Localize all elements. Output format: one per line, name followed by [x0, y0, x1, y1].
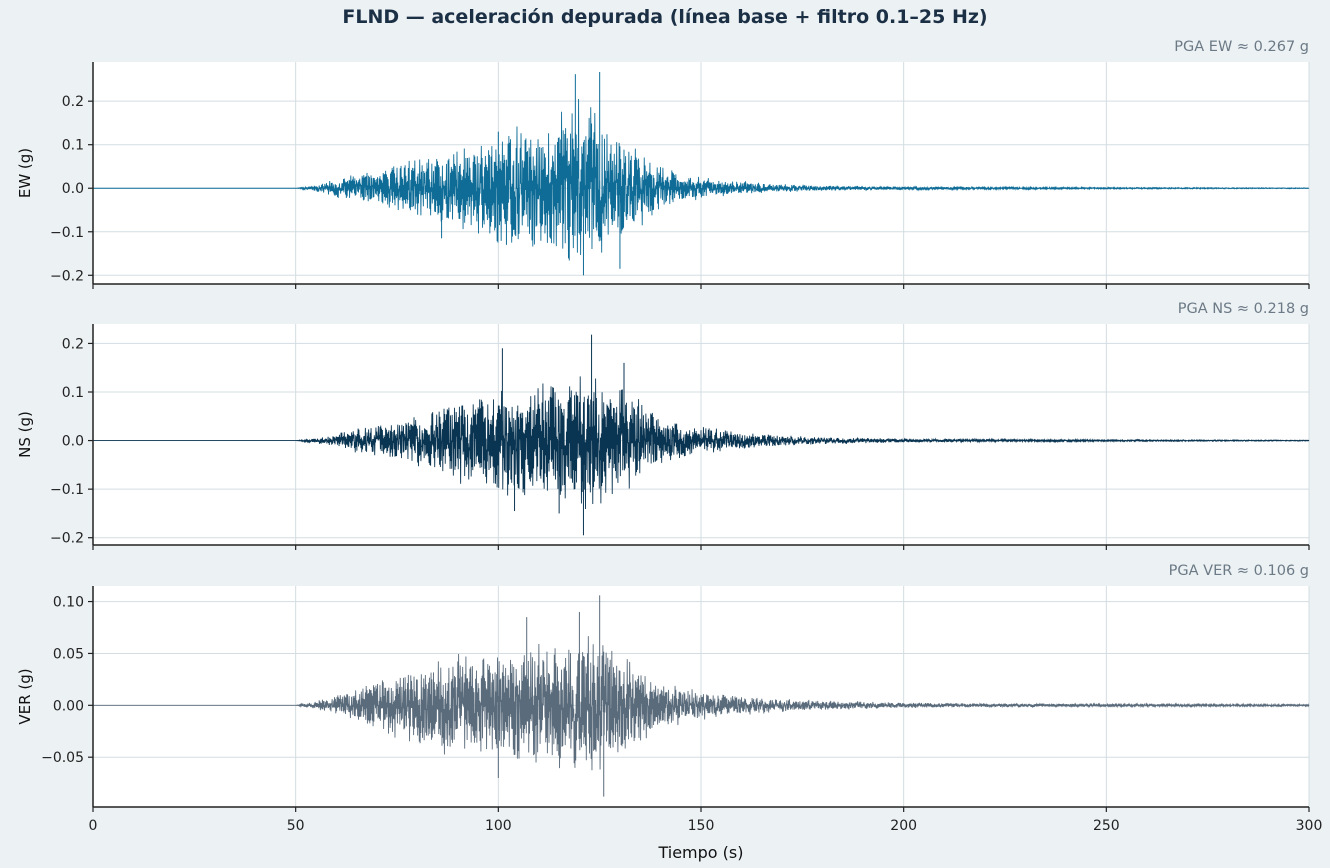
- y-tick-label: −0.1: [50, 225, 84, 241]
- x-axis-label: Tiempo (s): [657, 843, 743, 862]
- x-tick-label: 200: [890, 818, 917, 834]
- pga-annotation: PGA NS ≈ 0.218 g: [1178, 301, 1309, 317]
- y-axis-label: NS (g): [16, 411, 34, 458]
- pga-annotation: PGA EW ≈ 0.267 g: [1174, 39, 1309, 55]
- panels-container: −0.2−0.10.00.10.2EW (g)PGA EW ≈ 0.267 g−…: [16, 39, 1322, 834]
- y-tick-label: 0.0: [62, 434, 84, 450]
- y-tick-label: 0.2: [62, 94, 84, 110]
- y-tick-label: 0.05: [53, 646, 84, 662]
- panel-ew: −0.2 −0.1 0.0 0.1 0.2 EW (g) PGA EW ≈ 0.267 g: [16, 39, 1310, 289]
- x-tick-label: 100: [485, 818, 512, 834]
- x-tick-label: 150: [688, 818, 715, 834]
- y-tick-label: 0.0: [62, 181, 84, 197]
- series-ew-trace: [93, 99, 1310, 261]
- pga-annotation: PGA VER ≈ 0.106 g: [1169, 563, 1309, 579]
- x-tick-label: 250: [1093, 818, 1120, 834]
- y-tick-label: −0.1: [50, 482, 84, 498]
- y-axis-label: EW (g): [16, 148, 34, 198]
- y-tick-label: 0.00: [53, 698, 84, 714]
- y-tick-label: −0.05: [41, 750, 84, 766]
- x-tick-label: 300: [1296, 818, 1323, 834]
- y-tick-label: −0.2: [50, 531, 84, 547]
- panel-ver: −0.05 0.00 0.05 0.10 0 50 100 150 200 250 300 VER (…: [16, 563, 1322, 834]
- y-tick-label: 0.1: [62, 385, 84, 401]
- x-tick-label: 0: [89, 818, 98, 834]
- series-ver-trace: [93, 636, 1310, 771]
- y-tick-label: −0.2: [50, 268, 84, 284]
- y-axis-label: VER (g): [16, 668, 34, 724]
- series-ns-trace: [93, 376, 1310, 510]
- x-tick-label: 50: [287, 818, 305, 834]
- panel-ns: −0.2 −0.1 0.0 0.1 0.2 NS (g) PGA NS ≈ 0.218 g: [16, 301, 1310, 550]
- y-tick-label: 0.10: [53, 595, 84, 611]
- chart-title: FLND — aceleración depurada (línea base …: [342, 6, 987, 28]
- y-tick-label: 0.2: [62, 336, 84, 352]
- y-tick-label: 0.1: [62, 138, 84, 154]
